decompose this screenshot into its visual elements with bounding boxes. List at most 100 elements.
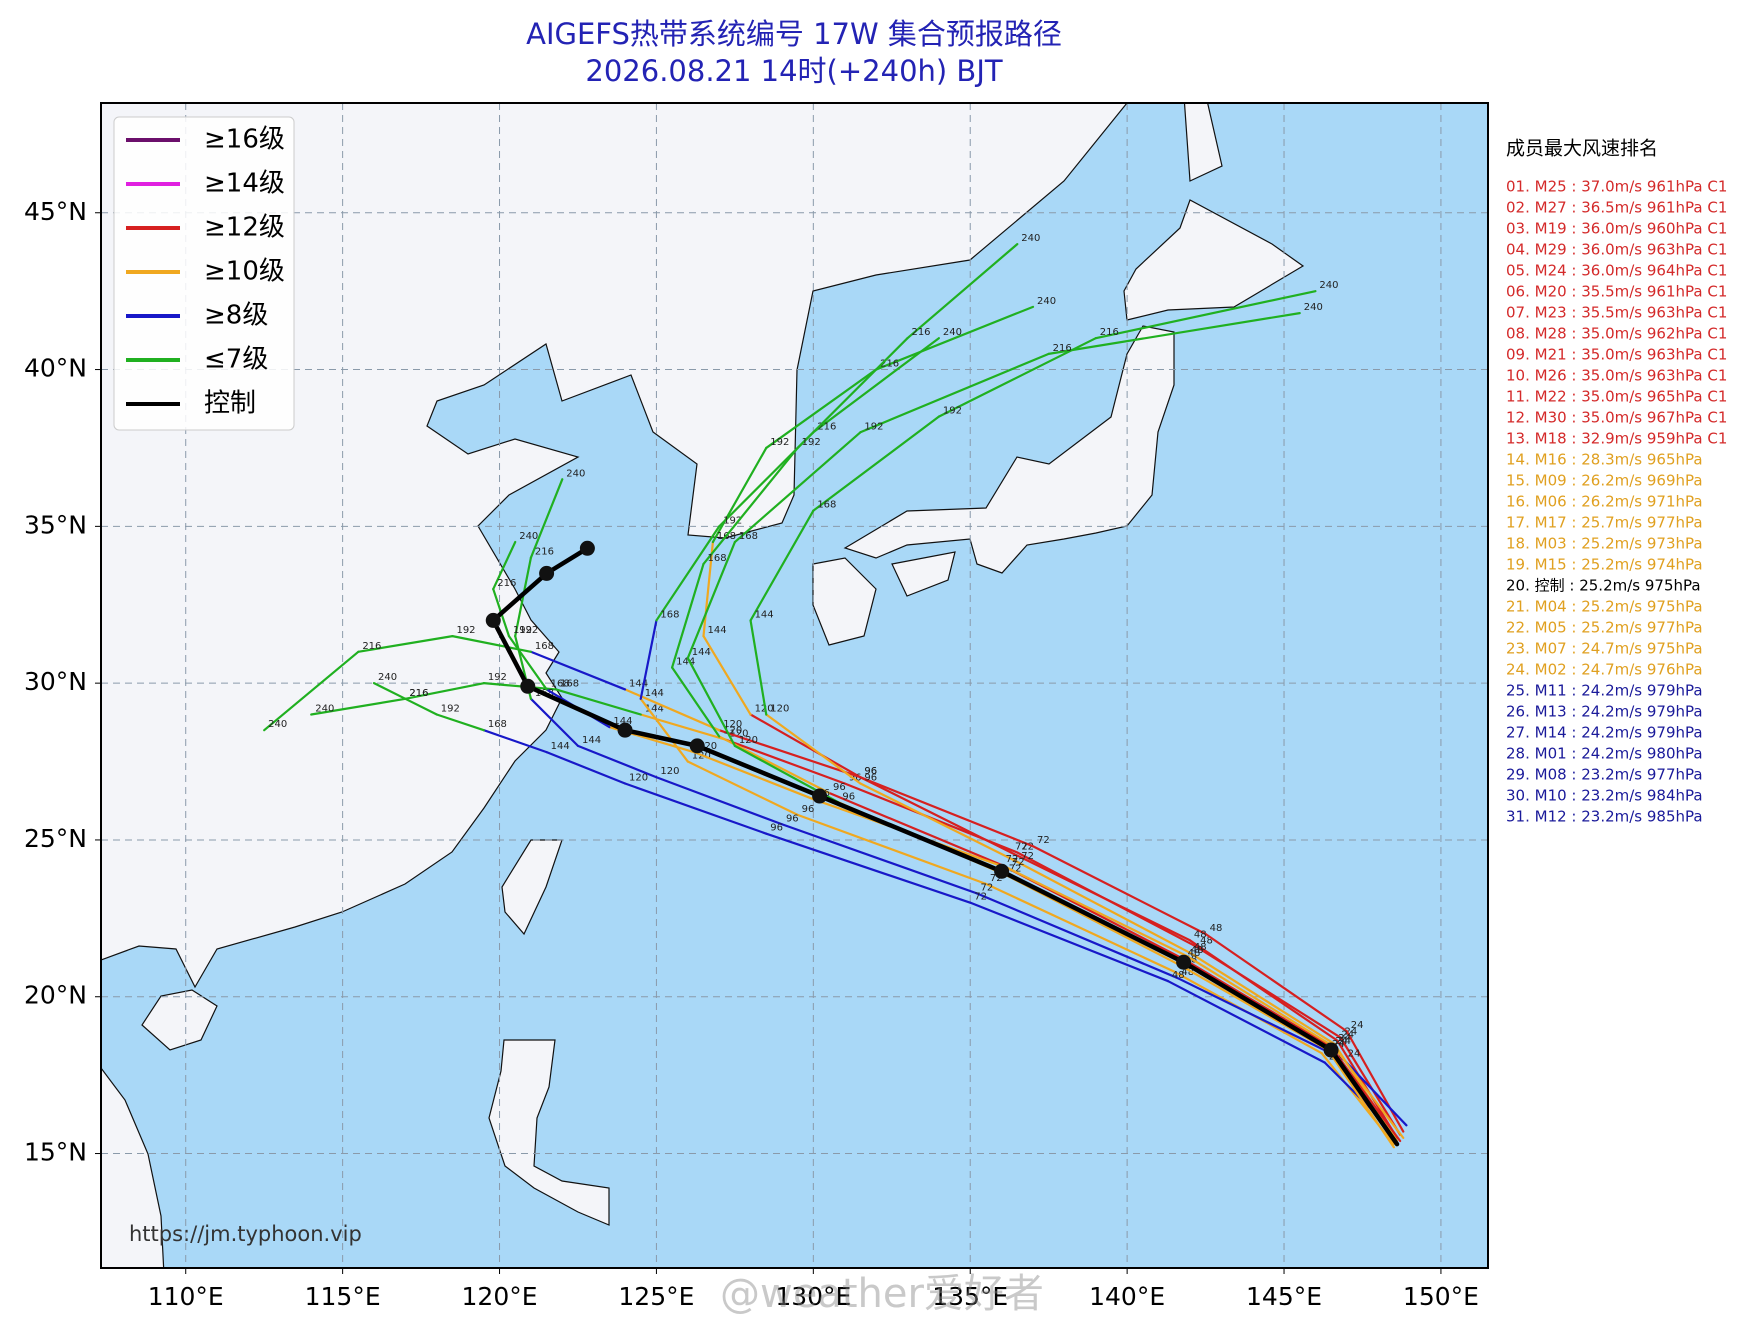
track-segment	[765, 368, 878, 450]
track-segment	[404, 697, 438, 716]
track-segment	[749, 619, 768, 716]
track-segment	[1181, 959, 1334, 1053]
x-tick-label: 145°E	[1246, 1282, 1322, 1311]
y-tick-label: 35°N	[24, 510, 87, 539]
axes: 110°E 115°E 120°E 125°E 130°E 135°E 140°E 145°E…	[24, 197, 1479, 1311]
hour-label: 216	[911, 327, 930, 338]
track-segment	[671, 562, 705, 669]
tracks: 2448729612014416819221624024487296120144…	[263, 233, 1408, 1149]
hour-label: 72	[1021, 851, 1034, 862]
hour-label: 168	[488, 719, 507, 730]
track-segment	[906, 243, 1019, 340]
map: 2448729612014416819221624024487296120144…	[101, 103, 1488, 1268]
ranking-entry: 31. M12 : 23.2m/s 985hPa	[1506, 808, 1703, 826]
track-segment	[733, 431, 862, 544]
track-segment	[859, 782, 1019, 863]
hour-label: 192	[802, 437, 821, 448]
hour-label: 24	[1338, 1036, 1351, 1047]
track-segment	[545, 751, 627, 785]
track-segment	[1345, 1030, 1405, 1133]
hour-label: 144	[707, 625, 726, 636]
legend-label: ≥8级	[204, 301, 268, 331]
track-segment	[372, 682, 407, 700]
hour-label: 144	[755, 609, 774, 620]
track-segment	[622, 727, 700, 749]
hour-label: 192	[943, 406, 962, 417]
ranking-entry: 10. M26 : 35.0m/s 963hPa C1	[1506, 367, 1727, 385]
x-tick-label: 130°E	[775, 1282, 851, 1311]
hour-label: 216	[409, 688, 428, 699]
track-segment	[492, 540, 517, 591]
track-segment	[984, 882, 1176, 973]
x-tick-label: 120°E	[462, 1282, 538, 1311]
track-segment	[702, 635, 752, 716]
hour-label: 120	[698, 741, 717, 752]
ranking-entry: 05. M24 : 36.0m/s 964hPa C1	[1506, 262, 1727, 280]
track-segment	[576, 744, 658, 779]
hour-label: 96	[842, 791, 855, 802]
ranking-entry: 14. M16 : 28.3m/s 965hPa	[1506, 451, 1703, 469]
track-segment	[529, 697, 580, 747]
hour-label: 144	[613, 716, 632, 727]
track-segment	[1016, 860, 1191, 954]
hour-label: 168	[707, 553, 726, 564]
map-frame	[100, 102, 1489, 1269]
track-segment	[623, 782, 768, 835]
track-segment	[554, 688, 642, 716]
hour-label: 192	[441, 704, 460, 715]
hour-label: 96	[864, 766, 877, 777]
hour-label: 48	[1188, 948, 1201, 959]
legend-label: ≥16级	[204, 125, 285, 155]
track-segment	[975, 892, 1179, 980]
honshu	[843, 325, 1175, 574]
vietnam	[101, 1067, 165, 1268]
hour-label: 192	[519, 625, 538, 636]
ranking-title: 成员最大风速排名	[1506, 138, 1658, 160]
shikoku	[891, 551, 956, 597]
track-segment	[874, 305, 1035, 371]
hour-label: 120	[723, 725, 742, 736]
track-segment	[702, 446, 799, 566]
track-segment	[859, 776, 1013, 854]
control-point	[579, 540, 595, 556]
ranking-entry: 17. M17 : 25.7m/s 977hPa	[1506, 514, 1703, 532]
hour-label: 48	[1210, 923, 1223, 934]
ranking-entry: 24. M02 : 24.7m/s 976hPa	[1506, 661, 1703, 679]
ranking-entry: 04. M29 : 36.0m/s 963hPa C1	[1506, 241, 1727, 259]
hour-label: 168	[660, 609, 679, 620]
ranking-entry: 12. M30 : 35.0m/s 967hPa C1	[1506, 409, 1727, 427]
hour-label: 192	[723, 515, 742, 526]
control-point	[1176, 954, 1192, 970]
y-tick-label: 40°N	[24, 354, 87, 383]
ranking-entry: 16. M06 : 26.2m/s 971hPa	[1506, 493, 1703, 511]
track-segment	[817, 793, 1004, 874]
x-tick-label: 115°E	[305, 1282, 381, 1311]
track-segment	[796, 813, 988, 885]
track-segment	[765, 713, 862, 785]
control-point	[539, 565, 555, 581]
hour-label: 216	[497, 578, 516, 589]
ranking-entry: 07. M23 : 35.5m/s 963hPa C1	[1506, 304, 1727, 322]
hour-label: 216	[409, 688, 428, 699]
control-point	[520, 678, 536, 694]
track-segment	[859, 776, 1035, 848]
hour-label: 144	[629, 678, 648, 689]
track-segment	[1166, 979, 1326, 1064]
hokkaido	[1123, 199, 1305, 321]
legend-label: ≥10级	[204, 257, 285, 287]
hour-label: 216	[535, 547, 554, 558]
hour-label: 72	[1037, 835, 1050, 846]
track-segment	[357, 635, 454, 653]
title: AIGEFS热带系统编号 17W 集合预报路径	[526, 17, 1062, 51]
hour-label: 168	[551, 678, 570, 689]
track-segment	[1204, 932, 1348, 1033]
track-segment	[686, 656, 736, 747]
hour-label: 144	[645, 704, 664, 715]
hour-label: 96	[833, 782, 846, 793]
y-tick-label: 15°N	[24, 1138, 87, 1167]
track-segment	[263, 650, 360, 732]
hour-label: 240	[943, 327, 962, 338]
track-segment	[999, 869, 1186, 965]
track-segment	[1009, 851, 1191, 942]
